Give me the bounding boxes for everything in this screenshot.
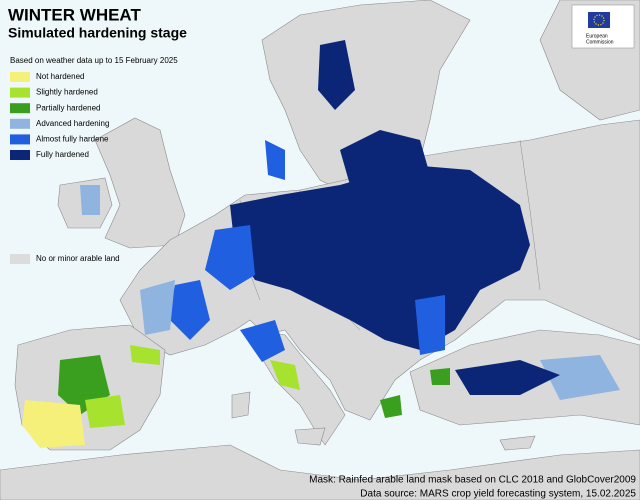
legend-swatch — [10, 103, 30, 114]
note: Based on weather data up to 15 February … — [10, 56, 178, 65]
legend-label: Almost fully hardene — [36, 135, 109, 144]
legend-swatch — [10, 134, 30, 145]
title: WINTER WHEAT — [8, 5, 141, 24]
logo-text: European — [586, 33, 608, 39]
legend-swatch — [10, 118, 30, 129]
hardening-patches — [22, 40, 620, 448]
legend-label: Partially hardened — [36, 103, 100, 112]
legend-label: No or minor arable land — [36, 254, 120, 263]
source-note: Data source: MARS crop yield forecasting… — [360, 489, 636, 500]
legend-label: Not hardened — [36, 72, 84, 81]
logo-text: Commission — [586, 39, 614, 45]
legend: Not hardened Slightly hardened Partially h… — [10, 72, 120, 264]
legend-label: Advanced hardening — [36, 119, 109, 128]
logo: European Commission — [571, 4, 635, 49]
legend-swatch — [10, 72, 30, 82]
legend-label: Slightly hardened — [36, 88, 98, 97]
legend-swatch — [10, 150, 30, 160]
legend-swatch — [10, 87, 30, 98]
legend-swatch — [10, 254, 30, 264]
mask-note: Mask: Rainfed arable land mask based on … — [309, 475, 636, 486]
subtitle: Simulated hardening stage — [8, 25, 187, 41]
legend-label: Fully hardened — [36, 150, 89, 159]
